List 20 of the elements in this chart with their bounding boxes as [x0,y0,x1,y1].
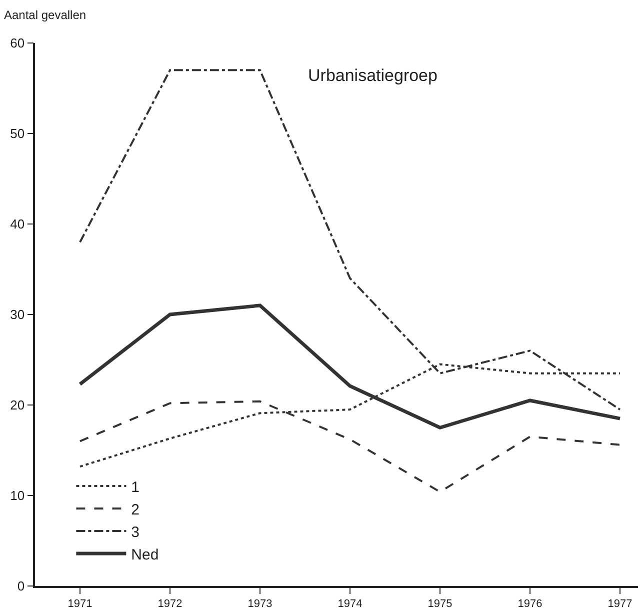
x-tick-label: 1974 [338,598,362,610]
x-tick-label: 1972 [158,598,182,610]
legend-title: Urbanisatiegroep [308,66,438,85]
legend-label: Ned [131,546,159,564]
legend-label: 2 [131,501,140,518]
y-tick-label: 20 [10,398,25,413]
x-tick-label: 1973 [248,598,272,610]
y-tick-label: 60 [10,36,25,51]
y-axis-title: Aantal gevallen [4,8,86,22]
x-tick-label: 1976 [518,598,542,610]
x-tick-label: 1971 [68,598,92,610]
y-tick-label: 0 [17,578,25,594]
y-tick-label: 10 [10,488,25,504]
x-tick-label: 1977 [608,598,632,610]
legend-label: 3 [131,524,140,541]
y-tick-label: 30 [10,307,25,322]
y-tick-label: 50 [10,126,25,142]
x-tick-label: 1975 [428,598,452,610]
y-tick-label: 40 [10,216,25,232]
legend-label: 1 [131,478,140,496]
